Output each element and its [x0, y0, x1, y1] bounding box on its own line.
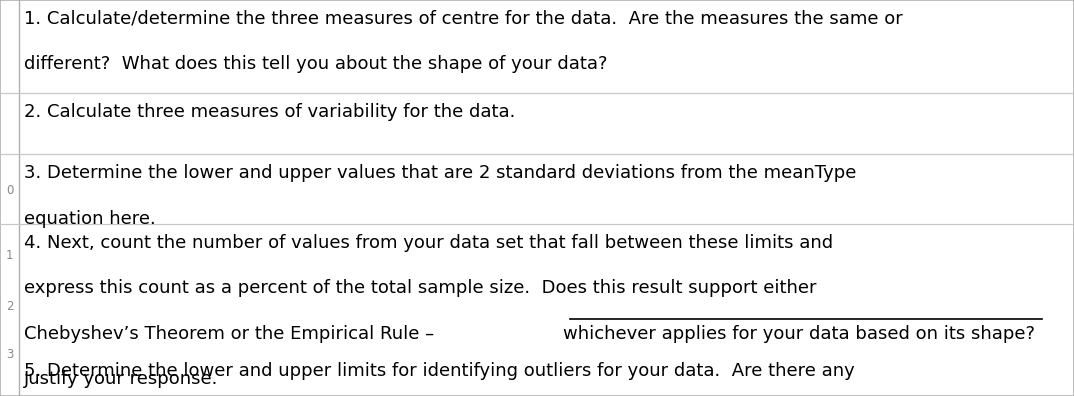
Text: 2. Calculate three measures of variability for the data.: 2. Calculate three measures of variabili…: [24, 103, 516, 121]
Text: 3. Determine the lower and upper values that are 2 standard deviations from the : 3. Determine the lower and upper values …: [24, 164, 856, 182]
Text: different?  What does this tell you about the shape of your data?: different? What does this tell you about…: [24, 55, 607, 73]
Text: 5. Determine the lower and upper limits for identifying outliers for your data. : 5. Determine the lower and upper limits …: [24, 362, 855, 380]
Text: Justify your response.: Justify your response.: [24, 370, 218, 388]
Text: 2: 2: [6, 301, 13, 313]
Text: equation here.: equation here.: [24, 210, 156, 228]
Text: 1: 1: [6, 249, 13, 262]
Text: 4. Next, count the number of values from your data set that fall between these l: 4. Next, count the number of values from…: [24, 234, 832, 251]
Text: 0: 0: [6, 184, 13, 196]
Text: Chebyshev’s Theorem or the Empirical Rule –: Chebyshev’s Theorem or the Empirical Rul…: [24, 325, 434, 343]
Text: express this count as a percent of the total sample size.  Does this result supp: express this count as a percent of the t…: [24, 279, 816, 297]
Text: 3: 3: [6, 348, 13, 361]
Text: whichever applies for your data based on its shape?: whichever applies for your data based on…: [563, 325, 1034, 343]
Text: 1. Calculate/determine the three measures of centre for the data.  Are the measu: 1. Calculate/determine the three measure…: [24, 10, 902, 28]
